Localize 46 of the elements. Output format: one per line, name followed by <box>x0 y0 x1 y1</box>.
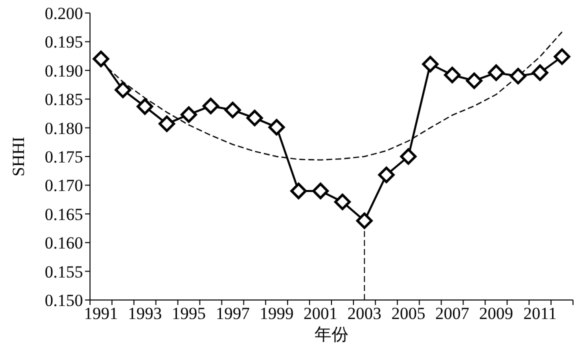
point <box>510 68 526 84</box>
point <box>554 48 570 65</box>
point <box>224 102 241 118</box>
y-tick-label: 0.165 <box>44 204 83 224</box>
point <box>158 116 176 132</box>
y-axis-title: SHHI <box>9 136 28 176</box>
x-tick-label: 2009 <box>479 304 514 323</box>
y-tick-label: 0.160 <box>44 234 83 253</box>
point <box>114 82 132 98</box>
point <box>202 98 219 114</box>
x-tick-label: 2005 <box>391 304 426 323</box>
x-tick-label: 1993 <box>128 304 162 323</box>
y-tick-label: 0.190 <box>44 61 83 80</box>
x-tick-label: 1999 <box>260 304 294 323</box>
x-tick-label: 2011 <box>523 304 557 323</box>
point <box>290 182 307 200</box>
point <box>422 56 439 72</box>
x-tick-label: 2001 <box>304 304 338 323</box>
y-tick-label: 0.195 <box>44 32 83 52</box>
point <box>312 182 329 200</box>
y-tick-label: 0.155 <box>44 262 83 282</box>
point <box>466 72 482 89</box>
x-tick-label: 1991 <box>84 304 118 323</box>
point <box>532 64 548 81</box>
point <box>334 194 351 210</box>
point <box>136 98 154 115</box>
x-tick-label: 2003 <box>347 304 382 323</box>
point <box>378 166 395 184</box>
point <box>92 50 110 68</box>
y-tick-label: 0.150 <box>44 291 83 310</box>
x-axis-title: 年份 <box>314 325 348 344</box>
point <box>356 212 373 230</box>
y-tick-label: 0.175 <box>44 148 83 166</box>
x-tick-label: 1997 <box>216 304 250 323</box>
y-tick-label: 0.200 <box>44 4 83 23</box>
y-tick-label: 0.185 <box>44 90 83 110</box>
x-tick-label: 2007 <box>435 304 470 323</box>
y-tick-label: 0.180 <box>44 118 83 138</box>
point <box>246 110 263 126</box>
point <box>400 148 417 165</box>
point <box>180 106 198 123</box>
x-tick-label: 1995 <box>172 304 206 323</box>
y-tick-label: 0.170 <box>44 176 83 196</box>
point <box>268 118 285 136</box>
point <box>488 64 504 81</box>
point <box>444 66 460 84</box>
